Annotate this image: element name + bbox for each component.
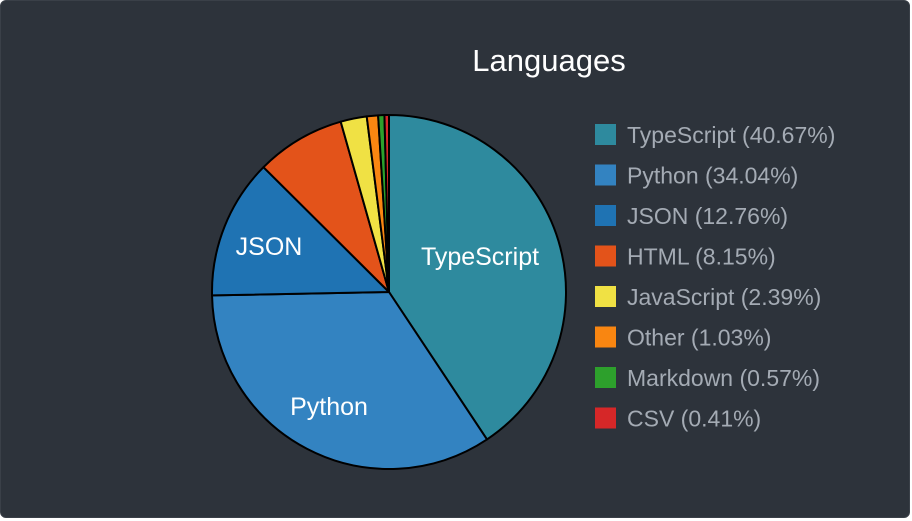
legend-item-html[interactable]: HTML (8.15%) [595, 244, 776, 270]
legend-label-json: JSON (12.76%) [627, 203, 788, 229]
legend-swatch-markdown [595, 367, 616, 388]
legend-label-csv: CSV (0.41%) [627, 406, 761, 432]
legend-label-html: HTML (8.15%) [627, 244, 776, 270]
legend-swatch-html [595, 245, 616, 267]
legend-item-other[interactable]: Other (1.03%) [595, 325, 771, 351]
chart-title: Languages [472, 43, 625, 78]
legend-item-json[interactable]: JSON (12.76%) [595, 203, 788, 229]
slice-label-json: JSON [236, 233, 303, 261]
legend-swatch-csv [595, 407, 616, 429]
legend-swatch-typescript [595, 124, 616, 145]
pie-slice-json[interactable] [211, 166, 390, 297]
pie-slice-csv[interactable] [383, 114, 390, 293]
legend-swatch-json [595, 205, 616, 226]
legend-item-csv[interactable]: CSV (0.41%) [595, 406, 761, 432]
slice-label-python: Python [290, 393, 368, 421]
pie-slice-python[interactable] [211, 291, 488, 470]
legend-label-python: Python (34.04%) [627, 163, 798, 189]
legend-label-typescript: TypeScript (40.67%) [627, 122, 835, 148]
legend-swatch-other [595, 326, 616, 348]
legend-swatch-javascript [595, 286, 616, 307]
legend-item-markdown[interactable]: Markdown (0.57%) [595, 365, 820, 391]
legend-item-typescript[interactable]: TypeScript (40.67%) [595, 122, 835, 148]
pie-slice-html[interactable] [262, 120, 390, 293]
legend-swatch-python [595, 164, 616, 186]
legend-label-markdown: Markdown (0.57%) [627, 365, 820, 391]
legend-item-javascript[interactable]: JavaScript (2.39%) [595, 284, 821, 310]
legend-label-javascript: JavaScript (2.39%) [627, 284, 821, 310]
legend: TypeScript (40.67%) Python (34.04%) JSON (… [595, 122, 835, 432]
pie-slices [211, 114, 567, 470]
slice-label-typescript: TypeScript [421, 243, 539, 271]
legend-item-python[interactable]: Python (34.04%) [595, 163, 798, 189]
pie-slice-labels: TypeScript Python JSON [236, 233, 539, 421]
legend-label-other: Other (1.03%) [627, 325, 771, 351]
